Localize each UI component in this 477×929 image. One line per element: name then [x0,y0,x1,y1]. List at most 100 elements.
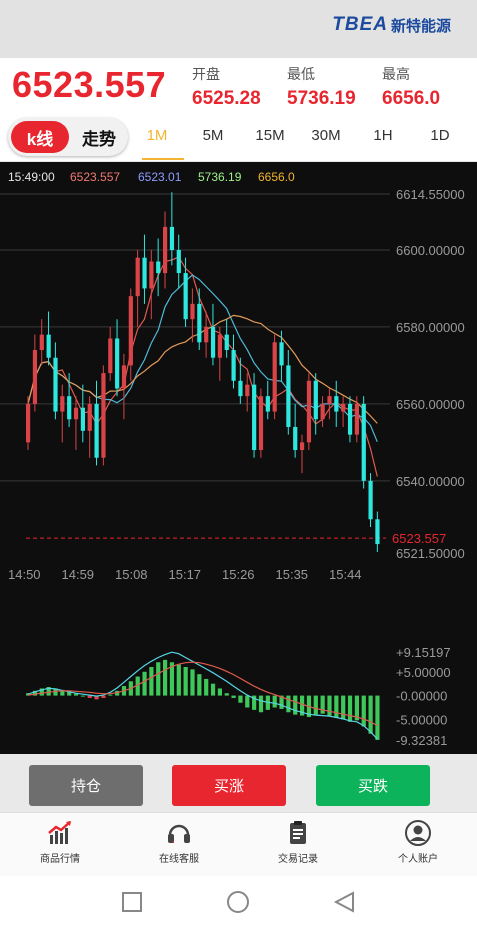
nav-item-records[interactable]: 交易记录 [253,819,343,865]
brand-logo-text: TBEA [332,14,388,35]
candle-body [121,365,127,389]
macd-bar [252,695,257,710]
period-tab-1m[interactable]: 1M [146,127,168,144]
ma20-line [27,314,378,424]
x-tick-label: 15:35 [276,567,309,582]
open-label: 开盘 [192,66,220,82]
nav-label-support: 在线客服 [159,854,199,865]
recent-apps-icon[interactable] [122,892,142,912]
macd-bar [39,688,44,696]
macd-bar [320,695,325,714]
candle-body [183,273,188,320]
high-label: 最高 [382,66,410,82]
candle-body [190,303,195,320]
y-tick-label: 6560.00000 [396,397,465,412]
nav-item-market[interactable]: 商品行情 [15,819,105,865]
macd-bar [375,695,380,740]
candle-body [368,480,373,520]
low-label: 最低 [287,66,315,82]
candle-body [252,384,257,451]
current-price: 6523.557 [12,64,167,105]
candle-body [217,334,222,358]
clipboard-icon [290,821,306,844]
period-tab-5m[interactable]: 5M [202,127,224,144]
macd-tick-label: -0.00000 [396,689,447,704]
axis-labels: 6614.55000 6600.00000 6580.00000 6560.00000… [8,187,465,582]
candle-body [341,403,346,412]
nav-item-account[interactable]: 个人账户 [373,819,463,865]
chart-tab-bar: k线 走势 1M 5M 15M 30M 1H 1D [0,114,477,162]
macd-bar [286,695,291,713]
candle-body [347,403,353,435]
legend-ma3: 5736.19 [198,170,242,184]
macd-bar [80,695,85,697]
candle-body [156,261,161,274]
brand-name: 新特能源 [390,17,451,35]
ma5-line [27,256,378,477]
chart-mode-toggle: k线 走势 [8,118,128,156]
macd-bar [224,693,229,696]
candle-body [163,226,168,274]
macd-bar [334,695,339,718]
candle-body [80,407,85,431]
price-summary: 6523.557 开盘 6525.28 最低 5736.19 最高 6656.0 [0,58,477,114]
macd-bar [53,688,58,696]
macd-bar [368,695,373,734]
buy-down-button[interactable]: 买跌 [316,765,430,806]
period-tab-30m[interactable]: 30M [311,127,341,144]
macd-tick-label: -9.32381 [396,733,447,748]
candle-body [245,384,250,397]
candle-body [32,350,38,404]
candle-body [142,257,147,289]
moving-average-lines [27,256,378,477]
macd-bar [300,695,305,716]
y-tick-label: 6540.00000 [396,474,465,489]
market-chart-icon [48,821,71,844]
signal-line [27,661,378,727]
macd-bar [361,695,366,727]
kline-tab[interactable]: k线 [11,121,69,153]
y-tick-label: 6580.00000 [396,320,465,335]
chart-area[interactable]: 6614.55000 6600.00000 6580.00000 6560.00000… [0,162,477,754]
candle-body [320,403,325,420]
nav-label-market: 商品行情 [40,854,80,865]
trend-tab[interactable]: 走势 [82,129,116,149]
system-nav-bar [0,876,477,929]
buy-up-button[interactable]: 买涨 [172,765,286,806]
candle-body [169,226,175,250]
macd-bar [341,695,346,720]
period-tab-1d[interactable]: 1D [430,127,450,144]
macd-bar [87,695,92,698]
high-stat: 最高 6656.0 [382,64,440,110]
candle-body [87,403,92,431]
nav-label-records: 交易记录 [278,854,318,865]
home-icon[interactable] [227,891,249,913]
macd-bar [293,695,298,715]
candle-body [265,396,270,412]
macd-bar [272,695,277,708]
candle-body [354,403,359,435]
macd-tick-label: -5.00000 [396,712,447,727]
period-tab-1h[interactable]: 1H [373,127,393,144]
candle-body [293,426,298,451]
back-icon[interactable] [333,891,354,913]
macd-bar [217,688,222,696]
candle-body [101,373,106,458]
current-price-label: 6523.557 [392,531,446,546]
macd-tick-label: +5.00000 [396,665,451,680]
candle-body [272,342,277,412]
macd-bar [347,695,353,722]
candle-body [115,338,120,389]
kline-chart[interactable]: 6614.55000 6600.00000 6580.00000 6560.00000… [0,162,477,754]
legend-time: 15:49:00 [8,170,55,184]
y-tick-label: 6614.55000 [396,187,465,202]
macd-bar [32,690,38,696]
legend-ma4: 6656.0 [258,170,295,184]
candle-body [361,403,366,481]
period-tab-15m[interactable]: 15M [255,127,285,144]
macd-bar [204,678,209,696]
hold-button[interactable]: 持仓 [29,765,143,806]
nav-item-support[interactable]: 在线客服 [134,819,224,865]
y-tick-label: 6600.00000 [396,243,465,258]
